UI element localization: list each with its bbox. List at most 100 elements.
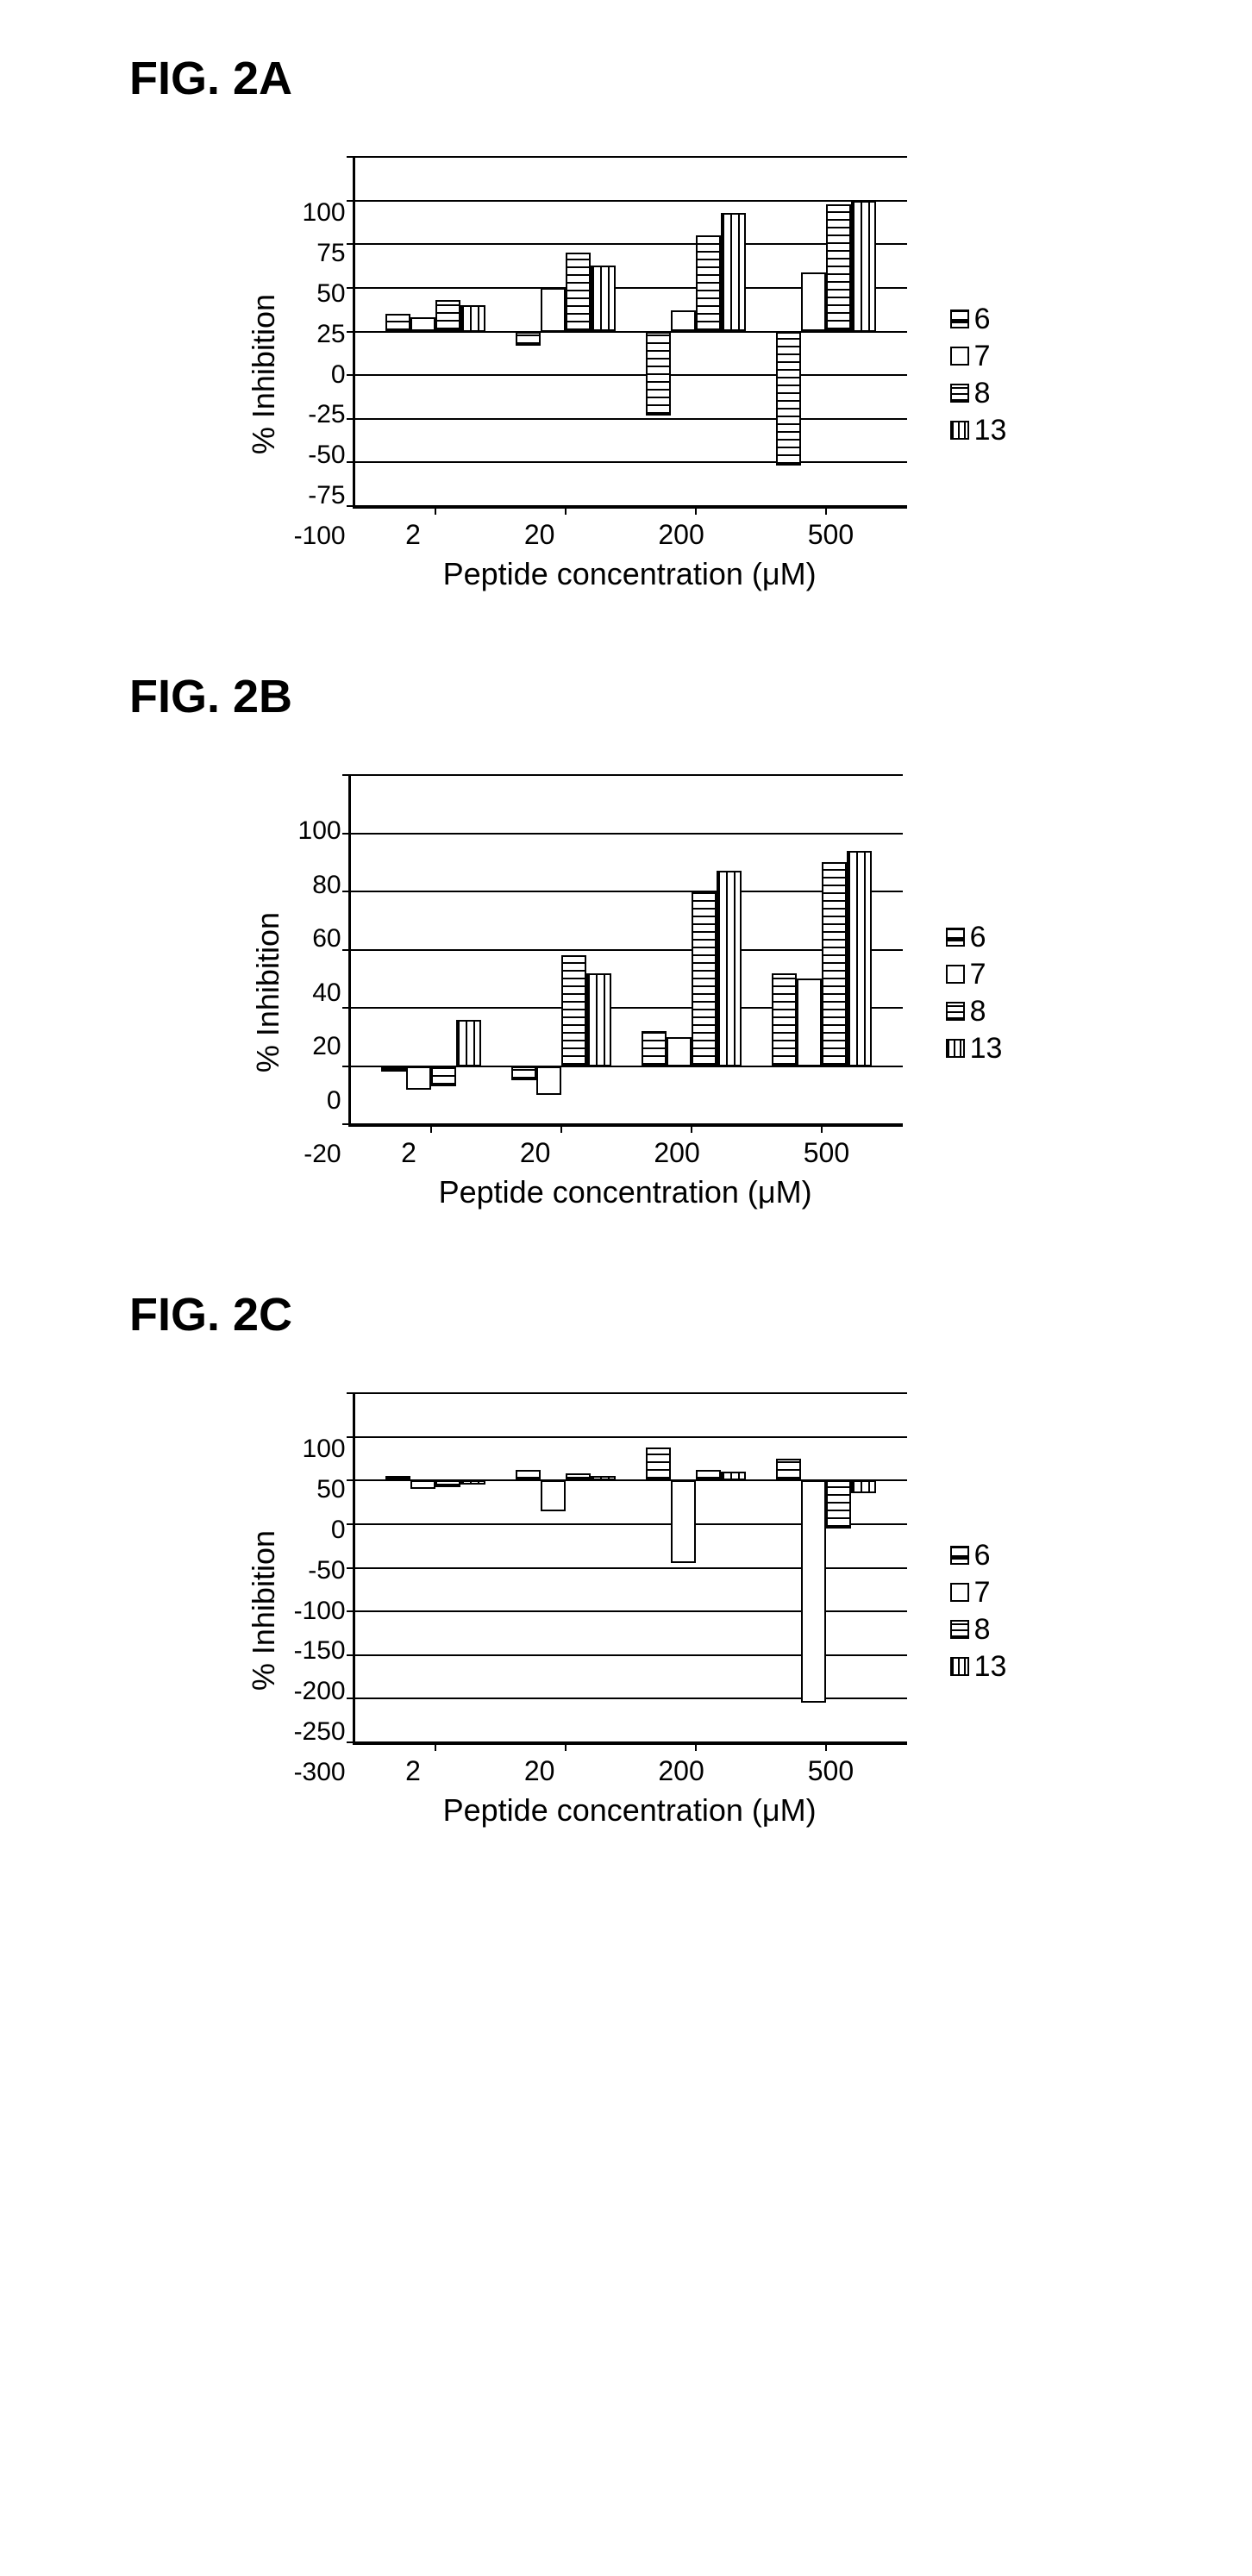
y-tick-label: 40 (312, 980, 341, 1006)
gridline (351, 1123, 903, 1125)
y-tick-label: -20 (304, 1141, 341, 1167)
y-tick-mark (342, 949, 351, 951)
x-tick-label: 200 (658, 1755, 704, 1787)
y-tick-label: 80 (312, 872, 341, 898)
bar-series-7 (410, 1480, 435, 1489)
legend: 67813 (950, 1535, 1007, 1687)
bar-series-7 (667, 1037, 692, 1066)
bar-series-7 (801, 1480, 826, 1703)
y-ticks: 1007550250-25-50-75-100 (294, 200, 353, 549)
legend-swatch (946, 928, 965, 947)
bar-series-7 (671, 1480, 696, 1563)
y-tick-mark (347, 374, 355, 376)
legend-label: 13 (970, 1032, 1003, 1066)
y-tick-mark (347, 243, 355, 245)
legend-swatch (946, 1039, 965, 1058)
y-tick-label: 0 (331, 1517, 346, 1543)
bar-series-13 (851, 201, 876, 332)
bar-series-6 (516, 1470, 541, 1480)
y-tick-label: -100 (294, 1598, 346, 1624)
legend-label: 8 (974, 377, 991, 410)
bar-series-6 (516, 332, 541, 346)
legend-item: 8 (946, 995, 1003, 1029)
x-tick-label: 500 (804, 1137, 849, 1169)
legend-swatch (950, 421, 969, 440)
y-tick-label: -75 (308, 483, 345, 509)
bar-series-6 (776, 332, 801, 466)
bar-series-8 (431, 1066, 456, 1087)
x-ticks: 220200500 (354, 1755, 905, 1787)
x-tick-label: 2 (405, 519, 421, 551)
figure-2: FIG. 2C% Inhibition100500-50-100-150-200… (34, 1288, 1218, 1829)
y-tick-mark (342, 833, 351, 835)
bar-series-13 (847, 851, 872, 1066)
x-tick-mark (565, 1742, 567, 1751)
y-tick-label: -50 (308, 442, 345, 468)
bar-series-7 (536, 1066, 561, 1096)
gridline (355, 1436, 907, 1438)
bar-series-13 (717, 871, 742, 1066)
bar-series-8 (561, 955, 586, 1066)
bar-series-7 (541, 1480, 566, 1510)
y-tick-label: 20 (312, 1034, 341, 1060)
y-tick-mark (342, 891, 351, 892)
legend-swatch (946, 965, 965, 984)
figure-label: FIG. 2B (129, 670, 1218, 723)
bar-series-6 (385, 1476, 410, 1480)
legend-item: 13 (946, 1032, 1003, 1066)
legend-swatch (950, 1620, 969, 1639)
gridline (355, 505, 907, 507)
y-tick-mark (347, 505, 355, 507)
y-tick-label: -25 (308, 402, 345, 428)
y-tick-label: 25 (316, 322, 345, 347)
bar-series-7 (541, 288, 566, 332)
chart-row: % Inhibition100806040200-20220200500Pept… (34, 775, 1218, 1210)
y-tick-mark (347, 1436, 355, 1438)
bar-series-7 (410, 317, 435, 331)
y-ticks: 100806040200-20 (298, 818, 348, 1167)
y-tick-label: 0 (327, 1088, 341, 1114)
legend-item: 8 (950, 1613, 1007, 1647)
bar-series-13 (591, 1476, 616, 1480)
gridline (355, 461, 907, 463)
bar-series-8 (822, 862, 847, 1066)
y-tick-mark (347, 1741, 355, 1743)
legend-label: 13 (974, 1650, 1007, 1684)
x-tick-mark (560, 1124, 562, 1133)
bar-series-8 (826, 1480, 851, 1529)
chart-row: % Inhibition100500-50-100-150-200-250-30… (34, 1393, 1218, 1829)
figure-label: FIG. 2C (129, 1288, 1218, 1341)
bar-series-6 (772, 973, 797, 1066)
x-tick-label: 500 (808, 519, 854, 551)
x-tick-label: 20 (524, 1755, 555, 1787)
gridline (355, 1741, 907, 1743)
y-tick-mark (347, 331, 355, 333)
gridline (351, 949, 903, 951)
plot-column: 220200500Peptide concentration (μM) (353, 1393, 907, 1829)
legend-item: 6 (950, 1539, 1007, 1572)
bar-series-6 (776, 1459, 801, 1480)
figure-0: FIG. 2A% Inhibition1007550250-25-50-75-1… (34, 52, 1218, 592)
gridline (355, 418, 907, 420)
y-tick-label: 50 (316, 1477, 345, 1503)
legend-label: 7 (970, 958, 986, 991)
bar-series-13 (591, 266, 616, 332)
bar-series-8 (826, 204, 851, 332)
x-tick-mark (691, 1124, 692, 1133)
legend-swatch (950, 309, 969, 328)
bar-series-6 (381, 1066, 406, 1072)
bar-series-13 (721, 1472, 746, 1480)
y-tick-label: -100 (294, 523, 346, 549)
legend-item: 13 (950, 414, 1007, 447)
x-tick-mark (825, 1742, 827, 1751)
y-tick-mark (347, 1567, 355, 1569)
x-axis-label: Peptide concentration (μM) (439, 1174, 812, 1210)
y-tick-label: 100 (298, 818, 341, 844)
bar-series-13 (460, 1480, 485, 1485)
y-axis-label: % Inhibition (246, 1530, 282, 1691)
legend: 67813 (950, 299, 1007, 451)
plot-column: 220200500Peptide concentration (μM) (353, 157, 907, 592)
legend-item: 7 (950, 340, 1007, 373)
bar-series-8 (435, 1480, 460, 1487)
y-tick-label: -200 (294, 1679, 346, 1704)
